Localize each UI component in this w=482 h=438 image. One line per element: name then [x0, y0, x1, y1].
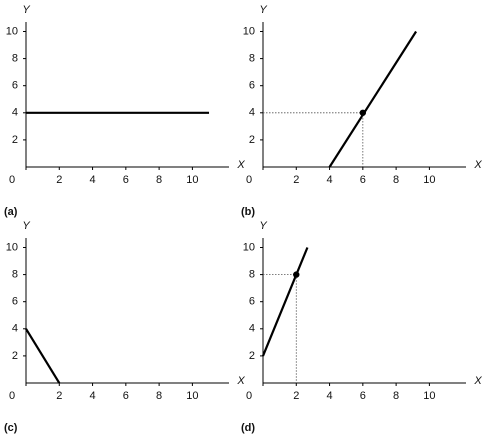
x-tick-label: 6: [360, 390, 366, 402]
y-tick-label: 8: [249, 268, 255, 280]
y-tick-label: 4: [249, 107, 255, 119]
panel-label: (b): [241, 206, 255, 218]
y-tick-label: 6: [249, 296, 255, 308]
x-tick-label: 4: [89, 174, 95, 186]
y-tick-label: 10: [6, 25, 18, 37]
x-tick-label: 4: [326, 390, 332, 402]
panel-label: (d): [241, 422, 255, 434]
y-axis-label: Y: [259, 220, 267, 232]
y-tick-label: 2: [12, 134, 18, 146]
x-tick-label: 6: [123, 174, 129, 186]
y-tick-label: 2: [249, 134, 255, 146]
x-tick-label: 0: [246, 390, 252, 402]
x-tick-label: 0: [246, 174, 252, 186]
x-tick-label: 2: [293, 390, 299, 402]
x-tick-label: 8: [156, 390, 162, 402]
y-tick-label: 6: [12, 296, 18, 308]
x-tick-label: 4: [326, 174, 332, 186]
x-tick-label: 10: [423, 174, 435, 186]
line: [261, 247, 309, 357]
x-axis-label: X: [236, 375, 245, 387]
x-tick-label: 2: [56, 174, 62, 186]
x-tick-label: 0: [9, 174, 15, 186]
y-tick-label: 4: [249, 323, 255, 335]
x-tick-label: 6: [360, 174, 366, 186]
x-axis-label: X: [236, 159, 245, 171]
line: [328, 30, 418, 168]
x-tick-label: 8: [156, 174, 162, 186]
y-tick-label: 10: [243, 241, 255, 253]
y-tick-label: 6: [249, 80, 255, 92]
y-tick-label: 8: [12, 52, 18, 64]
y-axis-label: Y: [259, 4, 267, 16]
panel-label: (a): [4, 206, 18, 218]
x-tick-label: 2: [56, 390, 62, 402]
x-tick-label: 4: [89, 390, 95, 402]
x-tick-label: 0: [9, 390, 15, 402]
y-tick-label: 4: [12, 107, 18, 119]
line: [25, 328, 61, 384]
guide-line: [263, 274, 297, 383]
point: [293, 271, 300, 278]
x-tick-label: 8: [393, 390, 399, 402]
point: [359, 109, 367, 116]
y-tick-label: 10: [243, 25, 255, 37]
x-tick-label: 10: [186, 390, 198, 402]
y-tick-label: 2: [249, 350, 255, 362]
x-tick-label: 10: [186, 174, 198, 186]
y-axis-label: Y: [22, 220, 30, 232]
panel-label: (c): [4, 422, 18, 434]
y-tick-label: 8: [12, 268, 18, 280]
x-axis-label: X: [473, 159, 482, 171]
y-tick-label: 6: [12, 80, 18, 92]
y-tick-label: 8: [249, 52, 255, 64]
x-tick-label: 6: [123, 390, 129, 402]
y-tick-label: 4: [12, 323, 18, 335]
x-axis-label: X: [473, 375, 482, 387]
y-axis-label: Y: [22, 4, 30, 16]
y-tick-label: 10: [6, 241, 18, 253]
x-tick-label: 10: [423, 390, 435, 402]
x-tick-label: 2: [293, 174, 299, 186]
x-tick-label: 8: [393, 174, 399, 186]
y-tick-label: 2: [12, 350, 18, 362]
